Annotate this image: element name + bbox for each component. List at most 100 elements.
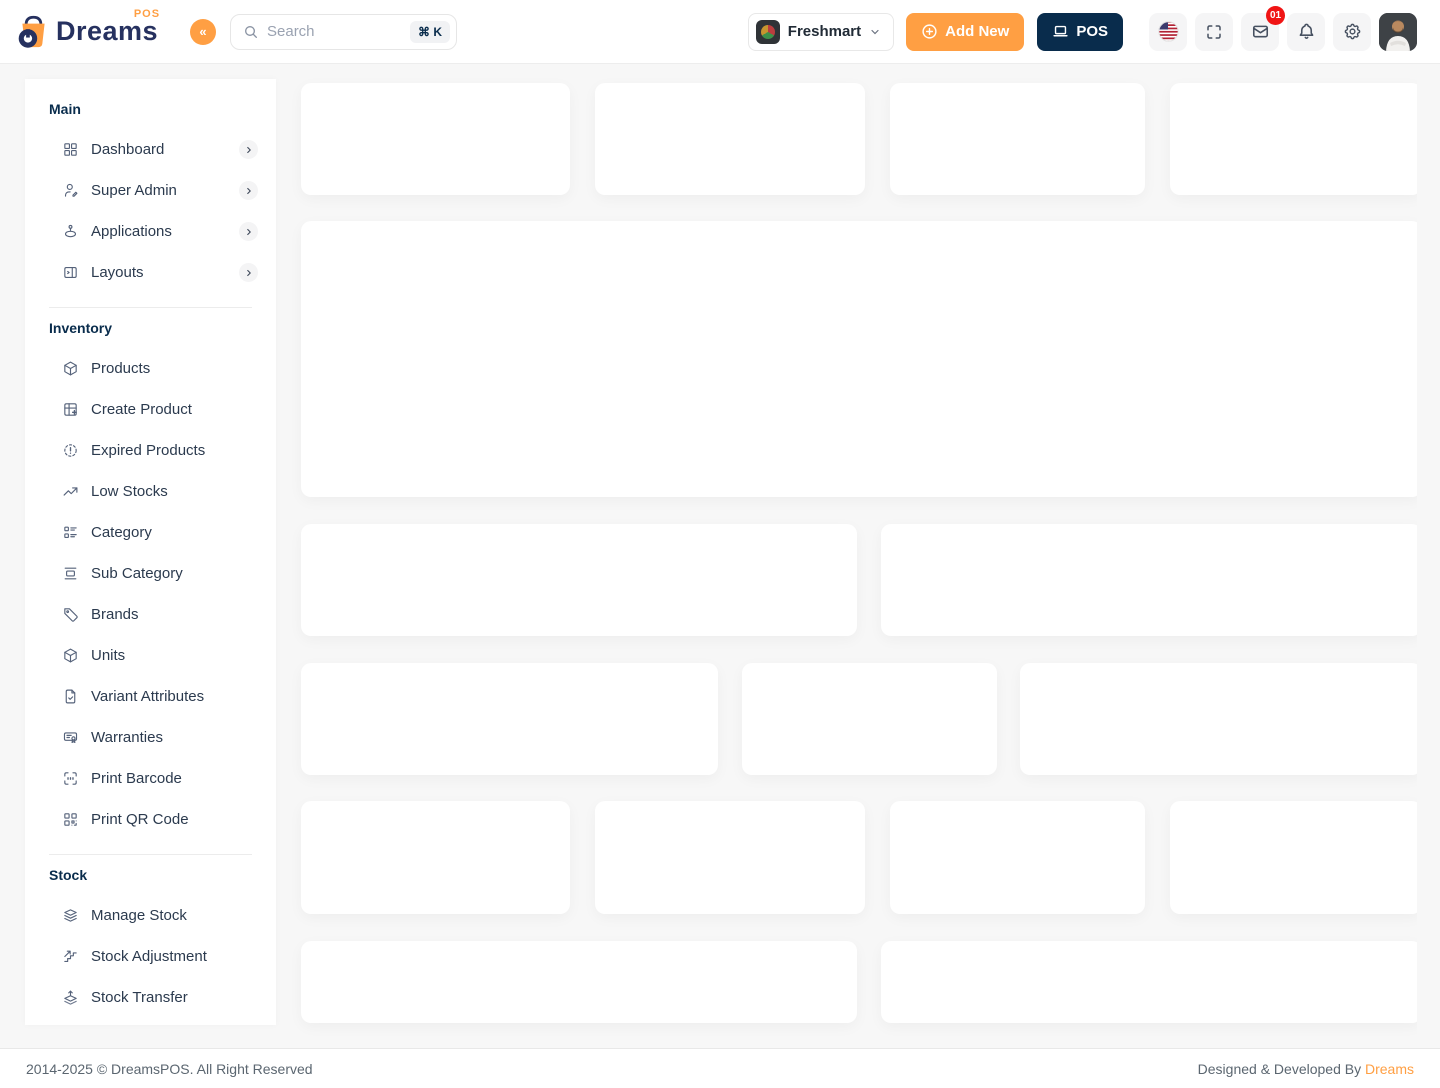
store-selector[interactable]: Freshmart	[747, 12, 895, 51]
placeholder-card	[301, 663, 718, 775]
placeholder-card	[595, 801, 865, 914]
sidebar-item-super-admin[interactable]: Super Admin	[25, 170, 276, 211]
credit-brand-link[interactable]: Dreams	[1364, 1060, 1414, 1077]
layers-icon	[62, 907, 79, 924]
chevron-right-icon[interactable]	[239, 222, 258, 241]
sidebar-item-label: Layouts	[91, 264, 144, 281]
file-check-icon	[62, 688, 79, 705]
fullscreen-button[interactable]	[1195, 12, 1233, 51]
pos-button[interactable]: POS	[1037, 12, 1123, 51]
add-new-button[interactable]: Add New	[906, 12, 1025, 51]
sidebar-item-category[interactable]: Category	[25, 512, 276, 553]
app-logo[interactable]: Dreams POS	[0, 8, 176, 51]
logo-pos-label: POS	[133, 8, 161, 20]
scan-icon	[62, 770, 79, 787]
sidebar-item-label: Stock Adjustment	[91, 948, 207, 965]
certificate-icon	[62, 729, 79, 746]
us-flag-icon	[1157, 21, 1179, 42]
search-icon	[243, 24, 259, 40]
store-logo-icon	[755, 19, 780, 44]
global-search[interactable]: ⌘ K	[230, 13, 457, 50]
sidebar-item-units[interactable]: Units	[25, 635, 276, 676]
sidebar-item-label: Create Product	[91, 401, 192, 418]
sidebar-section-title-stock: Stock	[49, 867, 88, 883]
messages-button[interactable]: 01	[1241, 5, 1285, 51]
sidebar-section-divider	[49, 854, 252, 855]
sidebar-item-label: Products	[91, 360, 151, 377]
mail-icon	[1251, 22, 1270, 41]
sidebar-item-products[interactable]: Products	[25, 348, 276, 389]
carousel-icon	[62, 565, 79, 582]
bell-icon	[1297, 22, 1316, 41]
placeholder-card	[301, 83, 570, 195]
chevron-right-icon[interactable]	[239, 181, 258, 200]
sidebar-item-print-barcode[interactable]: Print Barcode	[25, 758, 276, 799]
sidebar-item-label: Expired Products	[91, 442, 206, 459]
chevron-down-icon	[869, 26, 881, 38]
sidebar-item-brands[interactable]: Brands	[25, 594, 276, 635]
alert-dashed-icon	[62, 442, 79, 459]
sidebar-item-stock-transfer[interactable]: Stock Transfer	[25, 977, 276, 1018]
stairs-icon	[62, 948, 79, 965]
sidebar-item-label: Applications	[91, 223, 172, 240]
sidebar-item-low-stocks[interactable]: Low Stocks	[25, 471, 276, 512]
sidebar-item-label: Super Admin	[91, 182, 177, 199]
notifications-button[interactable]	[1287, 12, 1325, 51]
sidebar-item-label: Units	[91, 647, 126, 664]
stack-push-icon	[62, 989, 79, 1006]
search-shortcut-badge: ⌘ K	[410, 20, 450, 43]
placeholder-card	[301, 524, 857, 636]
dashboard-icon	[62, 141, 79, 158]
sidebar-item-manage-stock[interactable]: Manage Stock	[25, 895, 276, 936]
sidebar-nav: Main Dashboard Super Admin Applications Layo…	[25, 79, 276, 1025]
placeholder-card	[1170, 801, 1417, 914]
placeholder-card	[890, 83, 1145, 195]
tag-icon	[62, 606, 79, 623]
placeholder-card	[742, 663, 997, 775]
user-avatar[interactable]	[1379, 12, 1417, 51]
package-icon	[62, 360, 79, 377]
sidebar-item-dashboard[interactable]: Dashboard	[25, 129, 276, 170]
placeholder-card	[881, 524, 1417, 636]
search-input[interactable]	[267, 23, 402, 40]
placeholder-card	[595, 83, 865, 195]
main-content	[0, 64, 1417, 1048]
box-3d-icon	[62, 647, 79, 664]
sidebar-item-label: Manage Stock	[91, 907, 187, 924]
sidebar-item-label: Dashboard	[91, 141, 165, 158]
sidebar-item-applications[interactable]: Applications	[25, 211, 276, 252]
shopping-bag-logo-icon	[15, 13, 52, 51]
sidebar-item-expired-products[interactable]: Expired Products	[25, 430, 276, 471]
laptop-icon	[1052, 23, 1069, 40]
sidebar-item-create-product[interactable]: Create Product	[25, 389, 276, 430]
sidebar-item-label: Print QR Code	[91, 811, 189, 828]
sidebar-item-layouts[interactable]: Layouts	[25, 252, 276, 293]
top-header: Dreams POS « ⌘ K Freshmart Add	[0, 0, 1440, 64]
credit-text: Designed & Developed By Dreams	[1197, 1060, 1414, 1077]
placeholder-card	[301, 801, 570, 914]
sidebar-item-label: Sub Category	[91, 565, 183, 582]
settings-button[interactable]	[1333, 12, 1371, 51]
sidebar-item-sub-category[interactable]: Sub Category	[25, 553, 276, 594]
sidebar-collapse-button[interactable]: «	[190, 18, 216, 45]
page-footer: 2014-2025 © DreamsPOS. All Right Reserve…	[0, 1048, 1440, 1088]
chevron-right-icon[interactable]	[239, 263, 258, 282]
sidebar-item-label: Variant Attributes	[91, 688, 205, 705]
sidebar-item-label: Category	[91, 524, 152, 541]
trending-up-icon	[62, 483, 79, 500]
apps-icon	[62, 223, 79, 240]
sidebar-item-warranties[interactable]: Warranties	[25, 717, 276, 758]
messages-count-badge: 01	[1266, 5, 1285, 25]
gear-icon	[1343, 22, 1362, 41]
sidebar-section-title-main: Main	[49, 101, 81, 117]
placeholder-card	[881, 941, 1417, 1023]
sidebar-item-stock-adjustment[interactable]: Stock Adjustment	[25, 936, 276, 977]
qrcode-icon	[62, 811, 79, 828]
sidebar-item-variant-attributes[interactable]: Variant Attributes	[25, 676, 276, 717]
sidebar-item-print-qr-code[interactable]: Print QR Code	[25, 799, 276, 840]
logo-wordmark: Dreams POS	[56, 8, 161, 46]
chevron-right-icon[interactable]	[239, 140, 258, 159]
sidebar-item-label: Low Stocks	[91, 483, 168, 500]
language-flag-button[interactable]	[1149, 12, 1187, 51]
placeholder-card	[301, 221, 1417, 497]
